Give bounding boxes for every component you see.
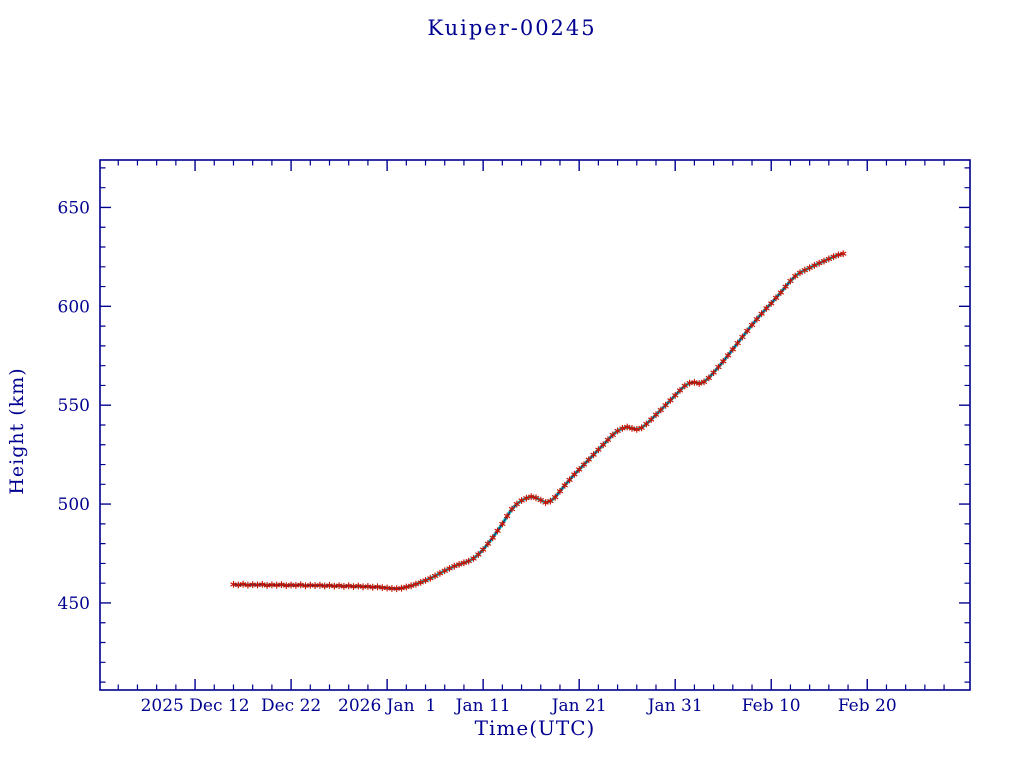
plot-frame xyxy=(99,159,971,691)
tick-labels: 2025 Dec 12 Dec 22 2026 Jan 1 Jan 11 Jan 21 J… xyxy=(58,198,897,716)
y-tick-label: 550 xyxy=(58,396,90,416)
height-line-dark xyxy=(233,253,844,590)
x-tick-label: Jan 11 xyxy=(454,696,511,716)
axes xyxy=(99,159,971,691)
x-tick-label: 2026 Jan 1 xyxy=(338,696,436,716)
x-tick-label: Feb 10 xyxy=(742,696,801,716)
x-tick-label: Jan 31 xyxy=(646,696,703,716)
y-tick-label: 600 xyxy=(58,297,90,317)
chart-title: Kuiper-00245 xyxy=(427,16,597,40)
x-axis-label: Time(UTC) xyxy=(474,716,596,740)
x-tick-label: Jan 21 xyxy=(550,696,607,716)
y-tick-label: 450 xyxy=(58,594,90,614)
asterisk-markers xyxy=(230,250,847,593)
minor-ticks xyxy=(100,160,970,690)
x-tick-label: 2025 Dec 12 xyxy=(141,696,250,716)
x-tick-label: Dec 22 xyxy=(261,696,321,716)
major-ticks xyxy=(100,160,970,690)
y-tick-label: 500 xyxy=(58,495,90,515)
height-line-cyan xyxy=(233,252,844,591)
y-tick-label: 650 xyxy=(58,198,90,218)
x-tick-label: Feb 20 xyxy=(838,696,897,716)
